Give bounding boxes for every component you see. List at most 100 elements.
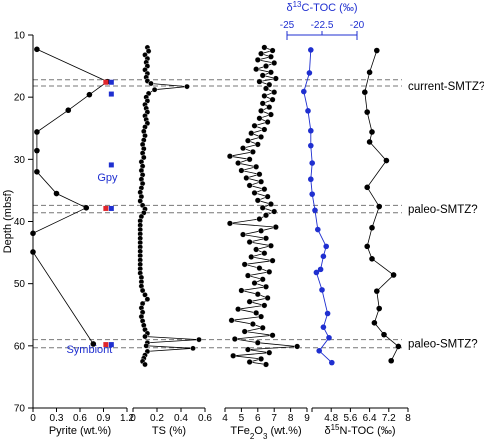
- ts-axis-title: TS (%): [152, 425, 186, 437]
- tfe-point-25: [248, 130, 255, 137]
- tfe-point-38: [258, 178, 265, 185]
- sample-marker-7: [108, 342, 114, 348]
- tfe-tick-label-1: 5: [239, 413, 245, 424]
- ts-tick-label-1: 0.2: [150, 413, 164, 424]
- n15-point-0: [374, 47, 380, 54]
- tfe-point-61: [256, 265, 263, 272]
- tfe-point-85: [230, 352, 237, 359]
- sample-marker-2: [108, 91, 114, 97]
- depth-tick-label-40: 40: [14, 217, 26, 228]
- tfe-point-44: [267, 201, 274, 208]
- tfe-point-77: [259, 324, 266, 331]
- tfe-point-26: [258, 133, 265, 140]
- tfe-point-88: [263, 361, 270, 368]
- ts-point-75: [190, 345, 196, 352]
- tfe-point-69: [264, 294, 271, 301]
- c13-point-20: [329, 359, 335, 366]
- pyrite-point-7: [53, 190, 60, 197]
- tfe-point-3: [267, 53, 274, 60]
- tfe-tick-label-0: 4: [222, 413, 228, 424]
- pyrite-point-4: [34, 129, 40, 135]
- pyrite-tick-label-1: 0.3: [50, 413, 64, 424]
- tfe-point-49: [226, 220, 233, 227]
- ts-point-1: [145, 48, 152, 54]
- sample-marker-3: [108, 162, 114, 168]
- tfe-point-78: [241, 328, 248, 335]
- pyrite-point-2: [86, 91, 93, 98]
- zone-label-2: paleo-SMTZ?: [408, 338, 478, 350]
- tfe-point-58: [248, 253, 255, 260]
- depth-tick-label-70: 70: [14, 404, 26, 415]
- n15-point-14: [376, 305, 383, 312]
- tfe-point-45: [259, 204, 266, 211]
- tfe-point-4: [254, 56, 261, 63]
- ts-tick-label-2: 0.4: [174, 413, 188, 424]
- tfe-point-70: [246, 298, 253, 305]
- tfe-point-2: [258, 50, 265, 57]
- n15-point-7: [364, 184, 371, 191]
- n15-point-3: [364, 109, 371, 115]
- n15-panel: 4.8 5.6 6.4 7.2 8 δ15N-TOC (‰): [311, 47, 411, 437]
- tfe-tick-label-5: 9: [304, 413, 310, 424]
- tfe-point-59: [269, 257, 276, 264]
- pyrite-axis-title: Pyrite (wt.%): [49, 425, 111, 437]
- tfe-point-29: [240, 145, 247, 152]
- tfe-point-6: [263, 63, 270, 70]
- depth-tick-label-10: 10: [14, 31, 26, 42]
- tfe-point-30: [249, 148, 256, 155]
- n15-point-1: [366, 69, 373, 76]
- tfe-tick-label-3: 7: [271, 413, 277, 424]
- tfe-point-46: [271, 208, 278, 215]
- tfe-point-51: [258, 227, 265, 234]
- tfe-point-27: [244, 137, 251, 144]
- pyrite-point-5: [34, 147, 40, 154]
- pyrite-point-0: [34, 46, 40, 53]
- tfe-point-71: [261, 302, 268, 309]
- tfe-point-32: [246, 156, 253, 163]
- c13-point-10: [315, 226, 321, 233]
- pyrite-panel: 0 0.3 0.6 0.9 1.2 Pyrite (wt.%): [30, 46, 134, 437]
- n15-point-13: [374, 288, 380, 294]
- tfe-point-7: [253, 66, 260, 73]
- tfe-point-86: [258, 355, 265, 362]
- pyrite-tick-label-4: 1.2: [120, 413, 134, 424]
- c13-point-12: [320, 253, 327, 260]
- tfe-point-73: [253, 309, 260, 316]
- tfe-point-19: [258, 107, 265, 114]
- tfe-point-72: [235, 306, 242, 313]
- tfe-point-56: [253, 246, 260, 253]
- tfe-point-23: [251, 122, 258, 129]
- n15-point-5: [366, 139, 373, 145]
- zone-label-1: paleo-SMTZ?: [408, 204, 478, 216]
- tfe-point-18: [266, 104, 273, 111]
- pyrite-tick-label-3: 0.9: [97, 413, 111, 424]
- tfe-point-31: [226, 153, 233, 160]
- n15-point-2: [362, 89, 368, 95]
- tfe-point-13: [263, 85, 270, 92]
- tfe-point-79: [269, 332, 276, 339]
- ts-point-11: [184, 83, 190, 90]
- annotation-symbiont: Symbiont: [66, 344, 112, 356]
- tfe-point-40: [261, 186, 268, 193]
- tfe-point-43: [254, 197, 261, 204]
- tfe-point-66: [263, 283, 270, 290]
- tfe-point-67: [238, 287, 245, 294]
- c13-point-7: [308, 176, 314, 183]
- tfe-point-22: [264, 119, 271, 126]
- pyrite-point-10: [30, 249, 36, 255]
- c13-point-11: [323, 243, 330, 250]
- ts-point-71: [142, 333, 148, 340]
- tfe-point-63: [244, 272, 251, 279]
- c13-tick-label-0: -25: [280, 20, 295, 31]
- depth-tick-label-20: 20: [14, 93, 26, 104]
- sample-marker-5: [108, 205, 114, 211]
- tfe-point-53: [263, 235, 270, 242]
- tfe-point-8: [267, 69, 274, 76]
- tfe-point-76: [249, 321, 256, 328]
- sample-marker-0: [103, 79, 109, 85]
- c13-point-19: [316, 348, 323, 354]
- c13-point-5: [308, 142, 314, 149]
- c13-panel: -25 -22.5 -20 δ13C-TOC (‰): [280, 0, 365, 366]
- zone-label-0: current-SMTZ?: [408, 81, 484, 93]
